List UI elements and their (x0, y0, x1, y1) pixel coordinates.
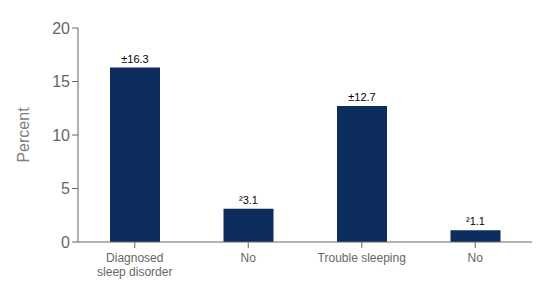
svg-text:²3.1: ²3.1 (239, 194, 258, 206)
svg-text:Trouble sleeping: Trouble sleeping (318, 251, 406, 265)
svg-text:²1.1: ²1.1 (466, 215, 485, 227)
svg-text:20: 20 (52, 20, 70, 37)
svg-text:10: 10 (52, 127, 70, 144)
svg-text:Percent: Percent (15, 107, 32, 163)
svg-text:5: 5 (61, 180, 70, 197)
svg-text:0: 0 (61, 234, 70, 251)
svg-text:Diagnosedsleep disorder: Diagnosedsleep disorder (97, 251, 172, 279)
svg-text:±12.7: ±12.7 (348, 91, 375, 103)
svg-text:No: No (468, 251, 484, 265)
svg-text:±16.3: ±16.3 (121, 53, 148, 65)
svg-text:15: 15 (52, 73, 70, 90)
svg-text:No: No (241, 251, 257, 265)
